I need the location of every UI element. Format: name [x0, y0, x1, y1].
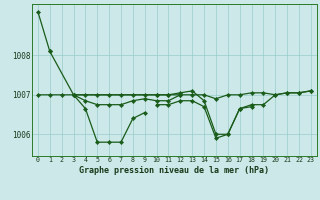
X-axis label: Graphe pression niveau de la mer (hPa): Graphe pression niveau de la mer (hPa) [79, 166, 269, 175]
